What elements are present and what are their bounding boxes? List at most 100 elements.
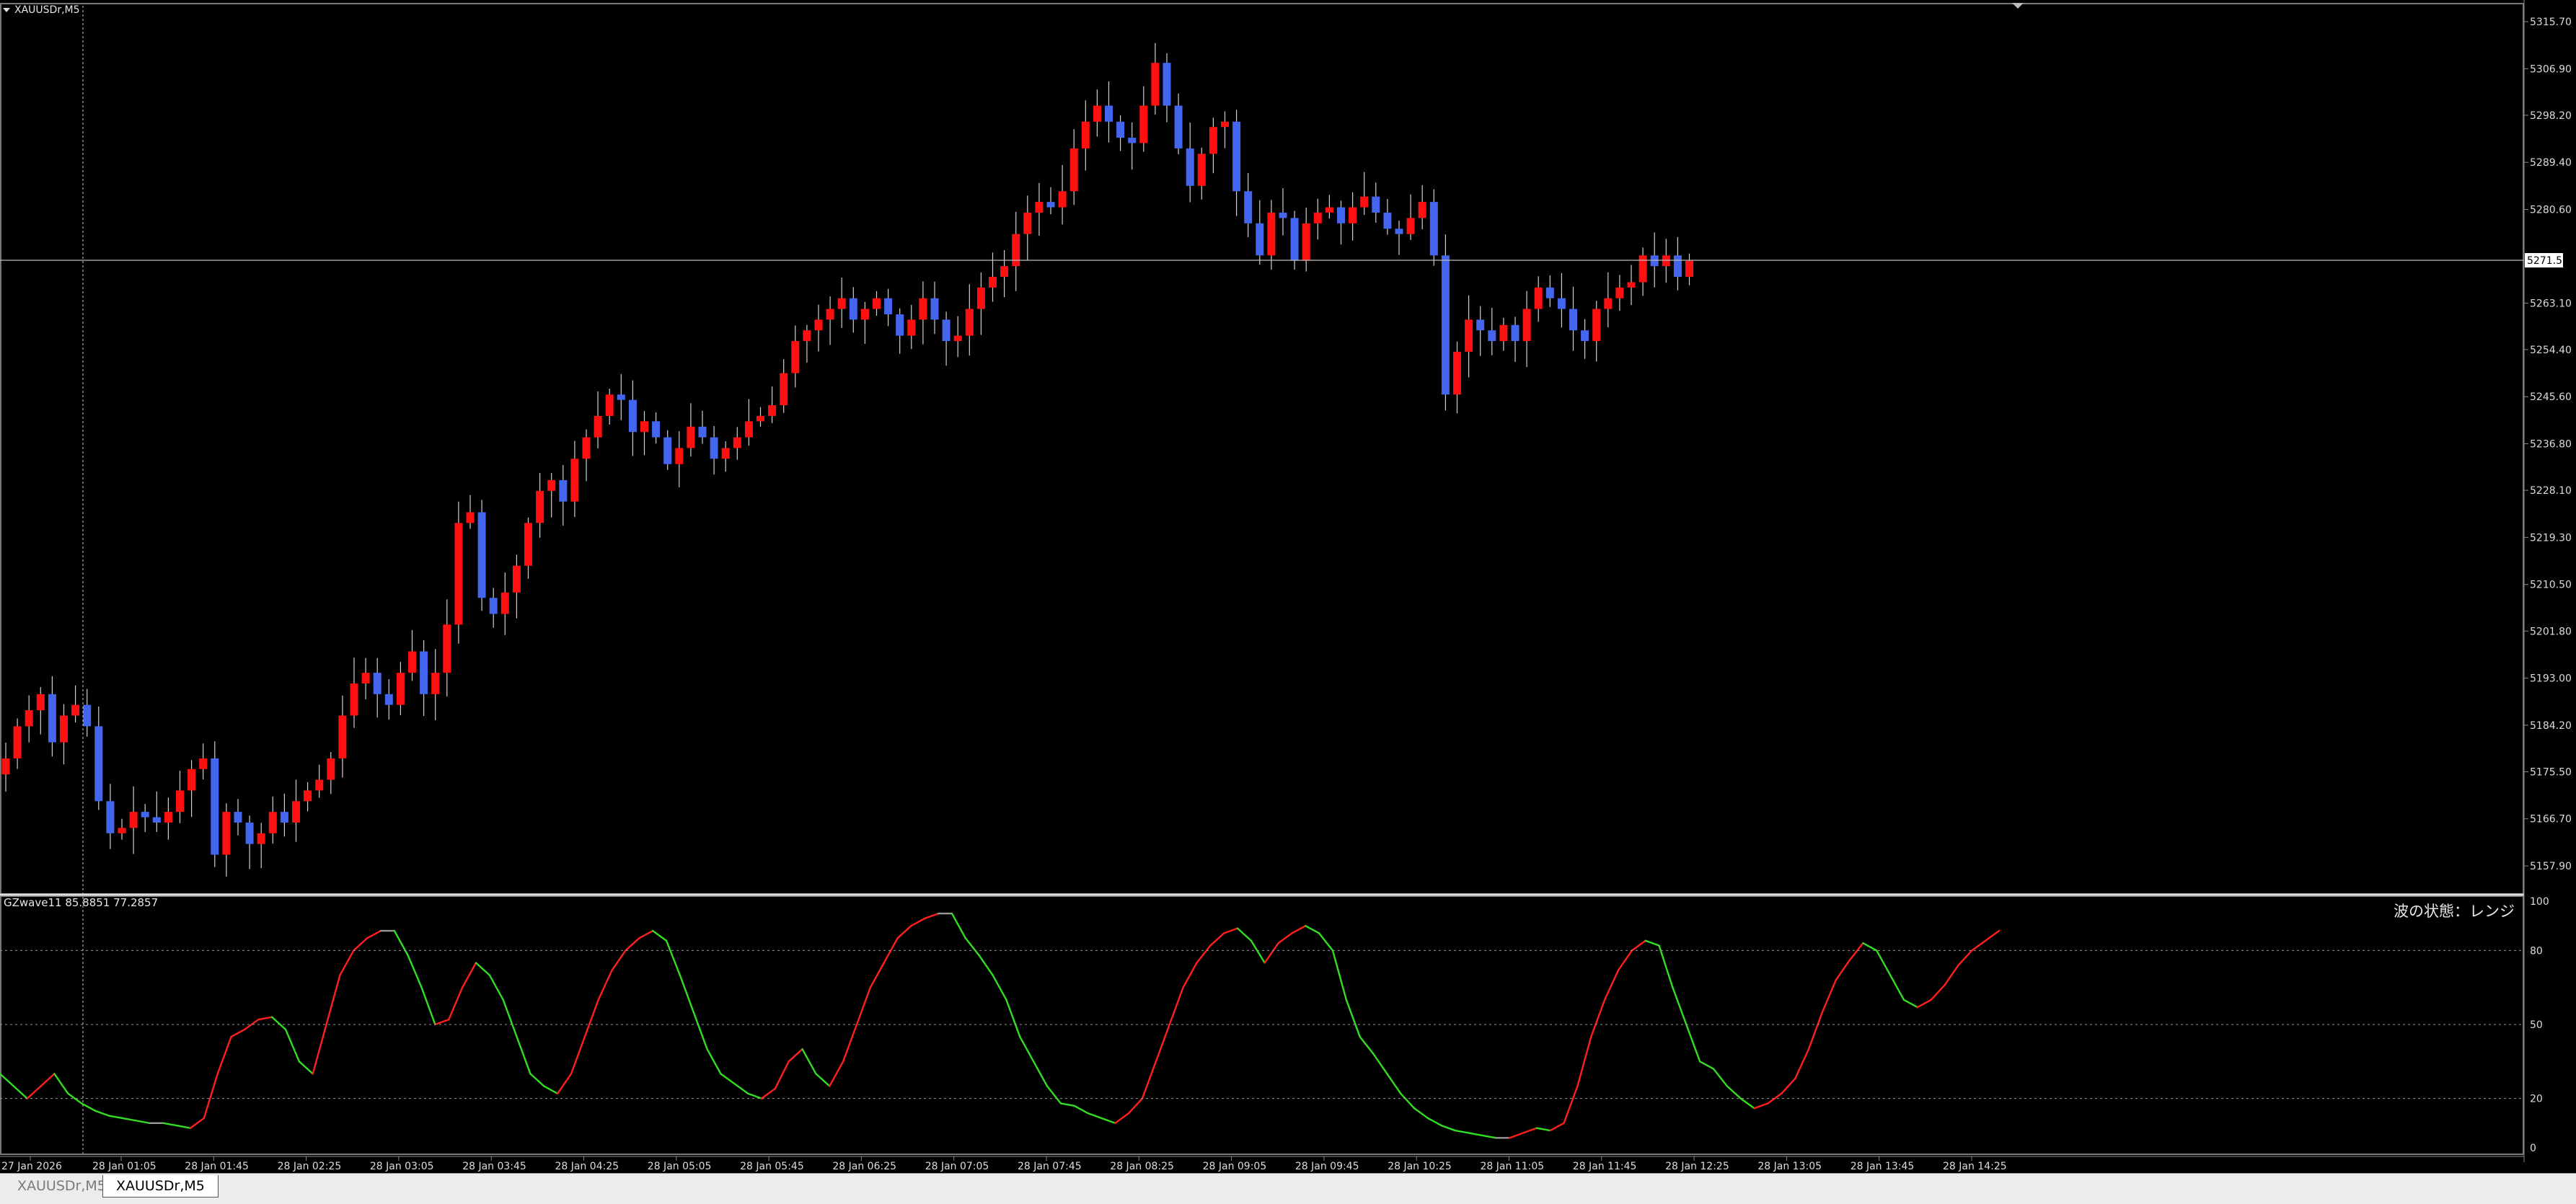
candle — [1685, 253, 1693, 285]
shift-marker-icon[interactable] — [2012, 3, 2024, 9]
time-tick-label: 28 Jan 06:25 — [832, 1161, 896, 1172]
candle — [1267, 200, 1276, 270]
indicator-segment — [407, 955, 423, 988]
indicator-segment — [869, 962, 885, 988]
indicator-segment — [1930, 984, 1946, 1001]
candle — [1615, 275, 1624, 311]
indicator-segment — [1046, 1085, 1062, 1105]
symbol-menu-icon[interactable] — [3, 8, 10, 12]
candle — [1581, 319, 1589, 359]
time-axis[interactable]: 27 Jan 2026 28 Jan 01:05 28 Jan 01:45 28 Ja… — [0, 1156, 2524, 1172]
candle — [1279, 187, 1287, 236]
indicator-segment — [1807, 1011, 1824, 1050]
symbol-label: XAUUSDr,M5 — [14, 4, 80, 16]
indicator-segment — [692, 1011, 708, 1050]
indicator-pane[interactable] — [0, 895, 2524, 1155]
candle — [36, 687, 45, 735]
indicator-segment — [760, 1087, 777, 1099]
candle — [1511, 317, 1519, 362]
time-tick-label: 28 Jan 07:05 — [925, 1161, 989, 1172]
candle — [652, 412, 661, 444]
indicator-segment — [896, 924, 912, 939]
candle — [1290, 211, 1299, 270]
candle — [1186, 122, 1194, 203]
candle — [188, 760, 196, 818]
indicator-segment — [1372, 1053, 1388, 1075]
wave-status-text: 波の状態：レンジ — [2394, 903, 2515, 920]
indicator-segment — [1876, 950, 1892, 976]
candle — [315, 764, 324, 798]
indicator-segment — [529, 1073, 545, 1087]
price-tick-label: 5263.10 — [2530, 298, 2572, 309]
candle — [953, 316, 962, 358]
indicator-segment — [720, 1073, 736, 1085]
indicator-segment — [1196, 944, 1212, 964]
indicator-segment — [1481, 1134, 1497, 1139]
price-tick-label: 5157.90 — [2530, 861, 2572, 872]
indicator-segment — [516, 1035, 531, 1075]
indicator-segment — [1263, 942, 1279, 964]
candle — [1058, 164, 1067, 225]
indicator-segment — [1019, 1035, 1035, 1063]
candle — [710, 425, 718, 475]
time-tick-label: 28 Jan 11:45 — [1573, 1161, 1637, 1172]
candle — [152, 791, 161, 832]
indicator-segment — [1073, 1105, 1089, 1115]
candle — [512, 554, 521, 619]
time-tick-label: 28 Jan 01:05 — [92, 1161, 156, 1172]
indicator-segment — [230, 1028, 246, 1038]
candle — [860, 301, 869, 344]
candle — [1035, 182, 1044, 236]
indicator-segment — [1835, 959, 1851, 981]
price-pane[interactable] — [0, 3, 2524, 895]
indicator-segment — [312, 1023, 327, 1075]
candle — [361, 658, 370, 700]
tab-xauusd-m5[interactable]: XAUUSDr,M5 — [17, 1178, 106, 1194]
indicator-segment — [448, 986, 464, 1021]
candle — [814, 304, 823, 352]
indicator-segment — [950, 912, 967, 939]
candle — [640, 411, 648, 456]
price-tick-label: 5298.20 — [2530, 110, 2572, 122]
time-tick-label: 28 Jan 13:05 — [1757, 1161, 1822, 1172]
indicator-segment — [1821, 979, 1837, 1014]
price-tick-label: 5280.60 — [2530, 204, 2572, 216]
indicator-segment — [1631, 939, 1646, 952]
indicator-segment — [488, 974, 504, 1001]
candle — [1429, 189, 1438, 266]
candle — [1012, 211, 1020, 291]
indicator-segment — [1305, 924, 1320, 934]
indicator-segment — [80, 1102, 97, 1112]
candle — [989, 252, 997, 302]
indicator-segment — [135, 1120, 151, 1125]
candle — [1488, 307, 1496, 355]
indicator-segment — [992, 974, 1007, 1001]
price-tick-label: 5254.40 — [2530, 345, 2572, 356]
price-tick-label: 5175.50 — [2530, 766, 2572, 778]
candle — [141, 804, 149, 833]
indicator-segment — [583, 999, 599, 1038]
candle — [1209, 118, 1217, 174]
candle — [896, 308, 904, 354]
candle — [1151, 43, 1160, 115]
indicator-segment — [1114, 1112, 1130, 1125]
indicator-segment — [1087, 1112, 1103, 1120]
indicator-segment — [1767, 1092, 1783, 1105]
indicator-segment — [855, 986, 872, 1026]
tab-xauusd-m5-active[interactable]: XAUUSDr,M5 — [102, 1175, 219, 1198]
indicator-segment — [1291, 924, 1307, 934]
indicator-segment — [434, 1018, 450, 1026]
candle — [500, 572, 509, 635]
indicator-segment — [502, 999, 518, 1038]
indicator-segment — [1902, 999, 1919, 1009]
candle — [60, 704, 68, 765]
indicator-axis[interactable]: 100 80 50 20 0 — [0, 896, 2549, 1154]
time-tick-label: 28 Jan 05:45 — [740, 1161, 804, 1172]
indicator-segment — [1984, 929, 2001, 942]
candle — [1557, 273, 1566, 328]
indicator-segment — [842, 1023, 858, 1063]
price-axis[interactable]: 5315.70 5306.90 5298.20 5289.40 5280.60 5263.… — [2523, 0, 2572, 1162]
price-tick-label: 5245.60 — [2530, 391, 2572, 403]
indicator-segment — [203, 1073, 219, 1120]
